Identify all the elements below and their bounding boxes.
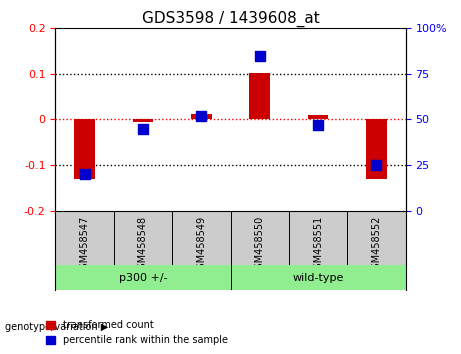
Text: wild-type: wild-type — [292, 273, 344, 283]
Text: GSM458551: GSM458551 — [313, 216, 323, 275]
Bar — [74, 119, 95, 179]
Text: p300 +/-: p300 +/- — [118, 273, 167, 283]
Bar — [191, 114, 212, 119]
Point — [139, 126, 147, 131]
Text: GSM458547: GSM458547 — [79, 216, 89, 275]
Bar — [133, 119, 153, 122]
Bar — [366, 119, 387, 179]
Point — [373, 162, 380, 168]
Point — [314, 122, 322, 128]
Text: GSM458550: GSM458550 — [254, 216, 265, 275]
Bar — [249, 73, 270, 119]
Text: GSM458548: GSM458548 — [138, 216, 148, 275]
Text: genotype/variation ▶: genotype/variation ▶ — [5, 322, 108, 332]
Point — [198, 113, 205, 119]
Point — [81, 171, 88, 177]
Legend: transformed count, percentile rank within the sample: transformed count, percentile rank withi… — [42, 316, 232, 349]
Text: GSM458549: GSM458549 — [196, 216, 207, 275]
Title: GDS3598 / 1439608_at: GDS3598 / 1439608_at — [142, 11, 319, 27]
Point — [256, 53, 263, 58]
Bar — [308, 115, 328, 119]
Text: GSM458552: GSM458552 — [372, 216, 382, 275]
